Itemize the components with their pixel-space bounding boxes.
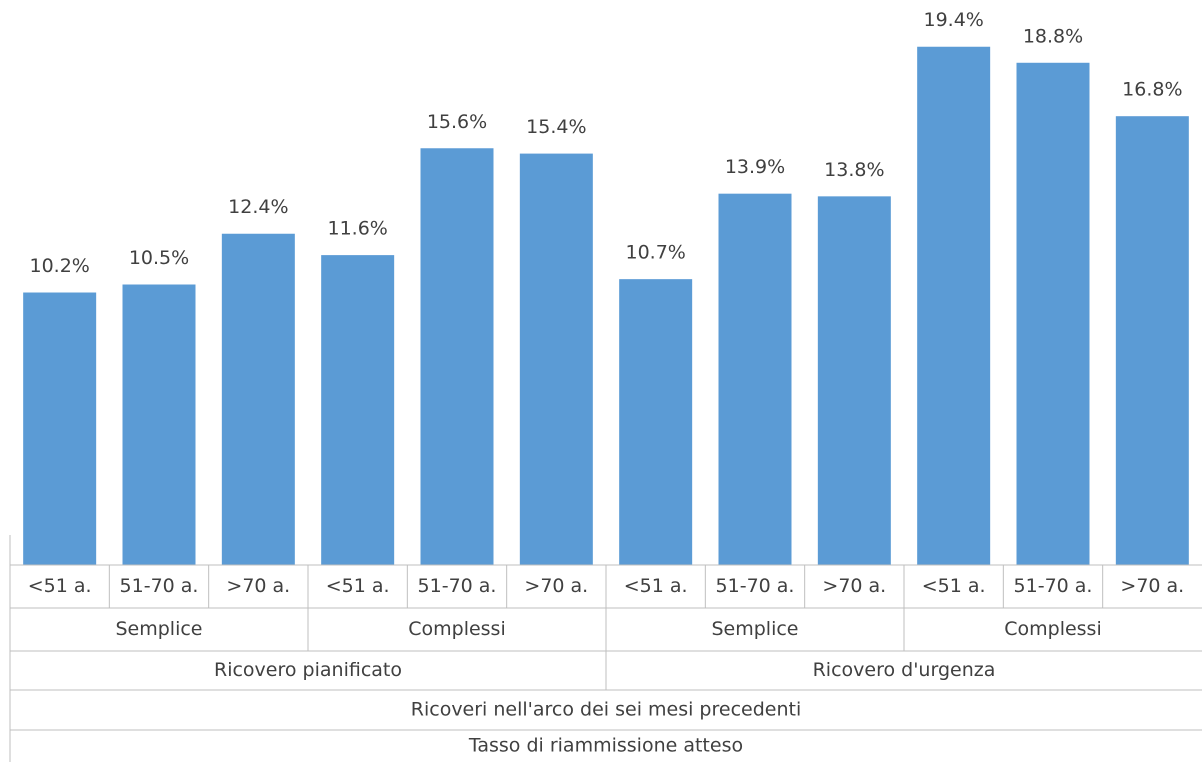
- data-label: 10.7%: [625, 242, 685, 264]
- bar: [122, 284, 196, 565]
- data-label: 16.8%: [1122, 79, 1182, 101]
- group-label: Ricoveri nell'arco dei sei mesi preceden…: [411, 699, 801, 721]
- x-tick-label: 51-70 a.: [418, 575, 497, 597]
- bar: [718, 193, 792, 565]
- bar: [23, 292, 97, 565]
- bar: [519, 153, 593, 565]
- x-tick-label: >70 a.: [822, 575, 886, 597]
- data-label: 11.6%: [327, 218, 387, 240]
- group-label: Semplice: [711, 618, 798, 640]
- group-label: Ricovero d'urgenza: [813, 659, 996, 681]
- bar: [420, 148, 494, 565]
- group-label: Semplice: [115, 618, 202, 640]
- x-tick-label: <51 a.: [922, 575, 986, 597]
- bar: [817, 196, 891, 566]
- data-label: 12.4%: [228, 196, 288, 218]
- group-label: Tasso di riammissione atteso: [468, 735, 743, 757]
- x-tick-label: >70 a.: [226, 575, 290, 597]
- data-label: 13.9%: [725, 156, 785, 178]
- data-label: 15.4%: [526, 116, 586, 138]
- bar: [1115, 116, 1189, 565]
- x-tick-label: >70 a.: [524, 575, 588, 597]
- data-label: 19.4%: [923, 9, 983, 31]
- group-label: Complessi: [408, 618, 506, 640]
- data-label: 10.5%: [129, 247, 189, 269]
- x-tick-label: <51 a.: [326, 575, 390, 597]
- x-tick-label: >70 a.: [1120, 575, 1184, 597]
- x-tick-label: 51-70 a.: [120, 575, 199, 597]
- group-label: Complessi: [1004, 618, 1102, 640]
- x-tick-label: <51 a.: [624, 575, 688, 597]
- bar: [917, 46, 991, 565]
- bar: [221, 233, 295, 565]
- x-tick-label: <51 a.: [28, 575, 92, 597]
- bar: [1016, 62, 1090, 566]
- data-label: 18.8%: [1023, 25, 1083, 47]
- data-label: 15.6%: [427, 111, 487, 133]
- bar: [321, 255, 395, 565]
- data-label: 13.8%: [824, 159, 884, 181]
- x-tick-label: 51-70 a.: [1014, 575, 1093, 597]
- group-label: Ricovero pianificato: [214, 659, 402, 681]
- bar: [619, 279, 693, 565]
- x-tick-label: 51-70 a.: [716, 575, 795, 597]
- data-label: 10.2%: [29, 255, 89, 277]
